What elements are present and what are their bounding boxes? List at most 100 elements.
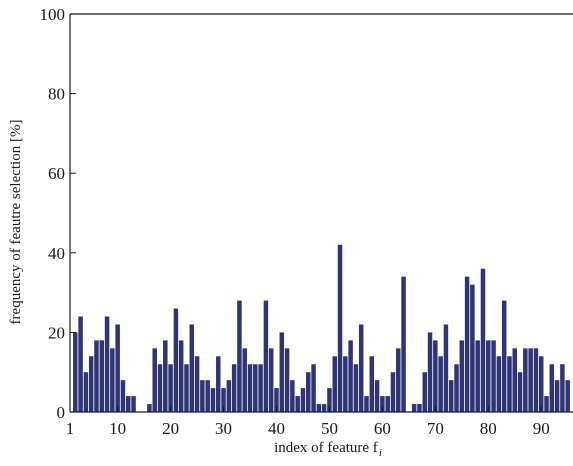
x-tick-label-10: 10	[109, 419, 126, 438]
axes	[70, 14, 573, 412]
y-tick-label-0: 0	[57, 403, 66, 422]
bar-feature-51	[332, 356, 336, 412]
bar-feature-64	[401, 277, 405, 412]
bar-feature-8	[105, 316, 109, 412]
bar-feature-69	[428, 332, 432, 412]
bar-feature-2	[73, 332, 77, 412]
bar-feature-52	[338, 245, 342, 412]
bar-feature-11	[121, 380, 125, 412]
bar-feature-43	[290, 380, 294, 412]
bar-feature-92	[550, 364, 554, 412]
bar-feature-94	[560, 364, 564, 412]
bar-feature-58	[370, 356, 374, 412]
bar-feature-3	[78, 316, 82, 412]
bar-feature-91	[544, 396, 548, 412]
bar-feature-77	[470, 285, 474, 412]
bar-feature-89	[534, 348, 538, 412]
bar-feature-20	[168, 364, 172, 412]
x-axis-label: index of feature fi	[274, 440, 382, 459]
bar-feature-34	[242, 348, 246, 412]
x-tick-label-30: 30	[215, 419, 232, 438]
x-tick-label-1: 1	[66, 419, 75, 438]
bar-feature-81	[491, 340, 495, 412]
bar-feature-10	[115, 324, 119, 412]
bar-feature-79	[481, 269, 485, 412]
x-tick-label-60: 60	[374, 419, 391, 438]
bar-feature-85	[513, 348, 517, 412]
x-tick-label-20: 20	[162, 419, 179, 438]
bar-feature-70	[433, 340, 437, 412]
bar-feature-80	[486, 340, 490, 412]
bar-feature-36	[253, 364, 257, 412]
y-tick-label-100: 100	[40, 5, 66, 24]
bar-feature-45	[301, 388, 305, 412]
bar-feature-62	[391, 372, 395, 412]
x-tick-label-40: 40	[268, 419, 285, 438]
bar-feature-53	[343, 356, 347, 412]
x-tick-label-50: 50	[321, 419, 338, 438]
y-tick-label-20: 20	[48, 323, 65, 342]
bar-feature-87	[523, 348, 527, 412]
bar-feature-59	[375, 380, 379, 412]
bar-feature-61	[385, 396, 389, 412]
bar-feature-16	[147, 404, 151, 412]
bar-feature-42	[285, 348, 289, 412]
y-tick-label-80: 80	[48, 85, 65, 104]
bar-feature-63	[396, 348, 400, 412]
bar-feature-68	[423, 372, 427, 412]
y-tick-label-40: 40	[48, 244, 65, 263]
bar-feature-57	[364, 396, 368, 412]
bar-feature-56	[359, 324, 363, 412]
bar-feature-23	[184, 364, 188, 412]
bar-feature-29	[216, 356, 220, 412]
bar-feature-88	[528, 348, 532, 412]
bar-feature-83	[502, 301, 506, 412]
bar-feature-74	[454, 364, 458, 412]
y-axis-label: frequency of feautre selection [%]	[8, 120, 24, 325]
bar-feature-41	[280, 332, 284, 412]
bar-feature-49	[322, 404, 326, 412]
bar-feature-28	[211, 388, 215, 412]
bar-feature-4	[84, 372, 88, 412]
bar-feature-67	[417, 404, 421, 412]
bar-feature-90	[539, 356, 543, 412]
bar-feature-71	[438, 356, 442, 412]
bar-feature-24	[190, 324, 194, 412]
x-tick-label-80: 80	[480, 419, 497, 438]
bar-feature-5	[89, 356, 93, 412]
bar-feature-76	[465, 277, 469, 412]
bar-feature-27	[205, 380, 209, 412]
bar-series	[73, 245, 570, 412]
bar-feature-13	[131, 396, 135, 412]
bar-feature-78	[475, 340, 479, 412]
bar-feature-75	[460, 340, 464, 412]
bar-feature-37	[258, 364, 262, 412]
bar-feature-86	[518, 372, 522, 412]
bar-feature-84	[507, 356, 511, 412]
bar-feature-95	[565, 380, 569, 412]
bar-feature-22	[179, 340, 183, 412]
bar-feature-19	[163, 340, 167, 412]
bar-feature-46	[306, 372, 310, 412]
bar-feature-31	[227, 380, 231, 412]
bar-feature-55	[354, 364, 358, 412]
bar-feature-73	[449, 380, 453, 412]
x-tick-label-90: 90	[533, 419, 550, 438]
bar-feature-18	[158, 364, 162, 412]
bar-feature-44	[295, 396, 299, 412]
bar-feature-48	[317, 404, 321, 412]
bar-feature-66	[412, 404, 416, 412]
bar-feature-33	[237, 301, 241, 412]
bar-feature-32	[232, 364, 236, 412]
bar-feature-25	[195, 356, 199, 412]
bar-feature-54	[348, 340, 352, 412]
bar-feature-93	[555, 380, 559, 412]
bar-feature-72	[444, 324, 448, 412]
bar-feature-21	[174, 309, 178, 412]
x-tick-label-70: 70	[427, 419, 444, 438]
bar-feature-12	[126, 396, 130, 412]
bar-feature-6	[94, 340, 98, 412]
bar-feature-82	[497, 356, 501, 412]
bar-feature-39	[269, 348, 273, 412]
